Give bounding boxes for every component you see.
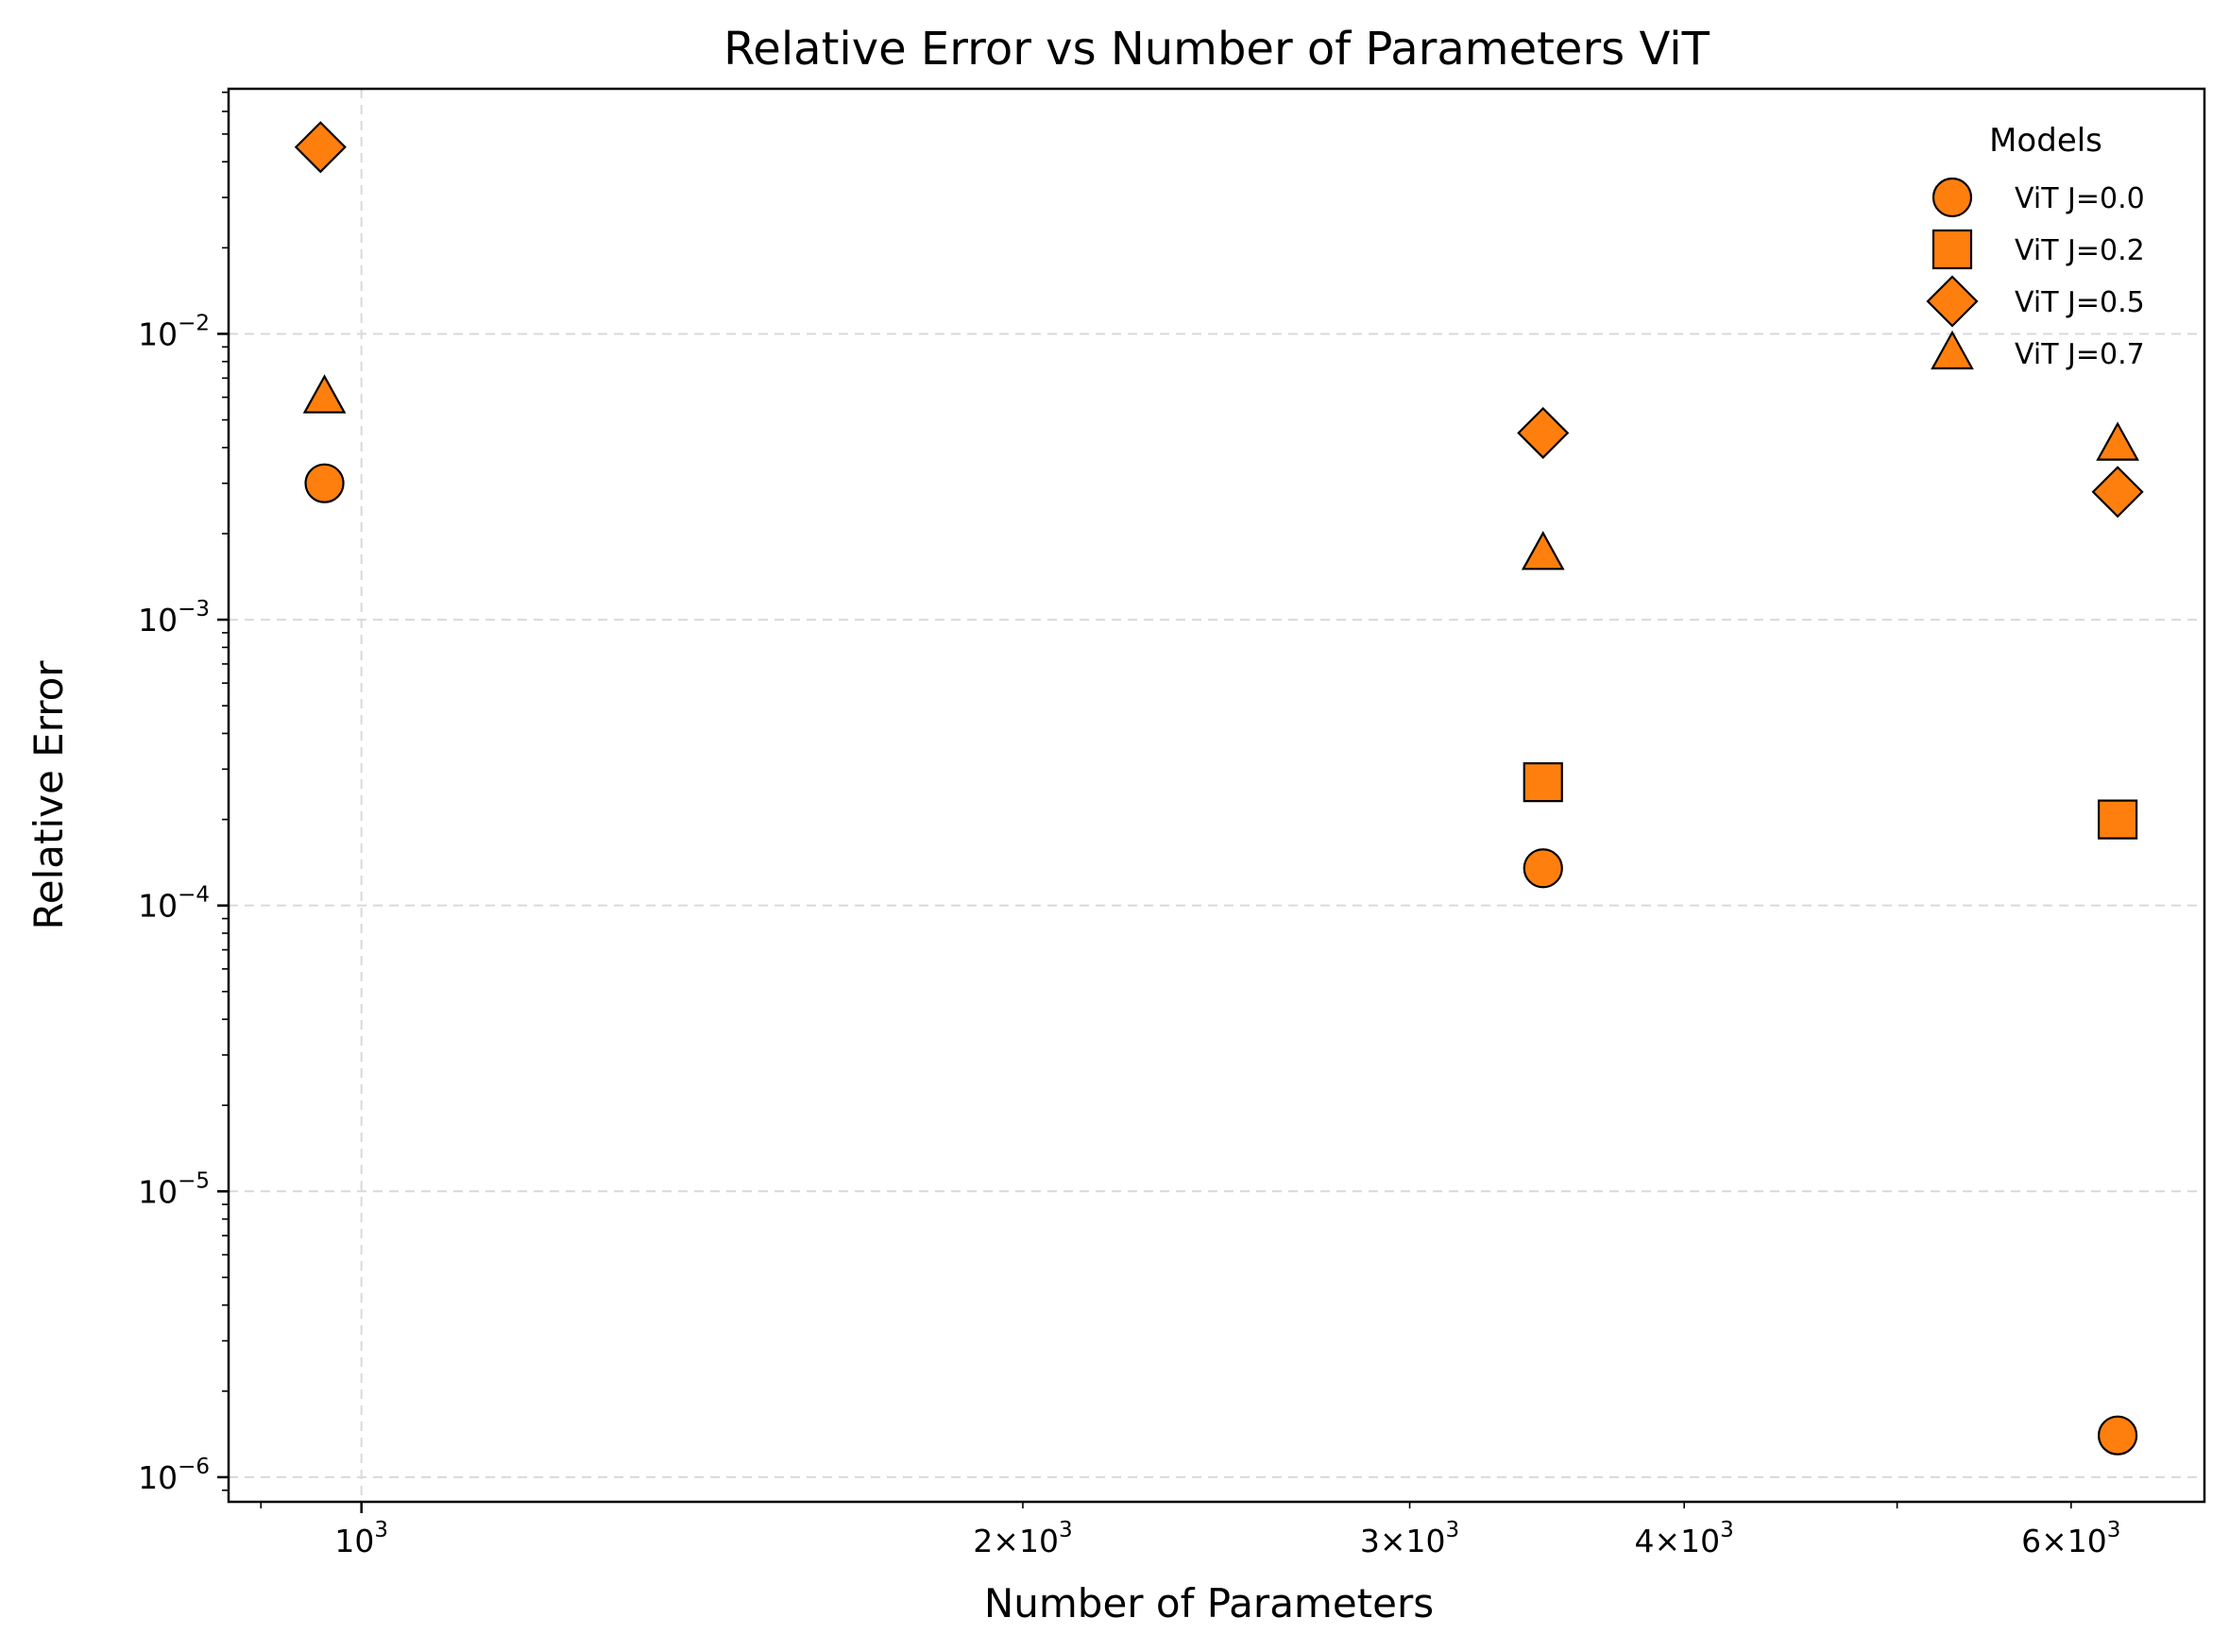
y-axis-title: Relative Error [26, 660, 72, 930]
data-point-circle [1523, 848, 1563, 889]
x-tick-label: 6×103 [2021, 1518, 2120, 1559]
plot-frame [227, 87, 2206, 1504]
x-axis-title: Number of Parameters [984, 1580, 1434, 1626]
grid-lines [229, 89, 2204, 1502]
legend-marker-diamond [1926, 275, 1979, 328]
data-point-square [2097, 799, 2138, 840]
data-point-diamond [294, 121, 347, 174]
data-point-triangle [2096, 421, 2139, 461]
y-axis-ticks: 10−6 10−5 10−4 10−3 10−2 [138, 91, 229, 1496]
x-axis-ticks: 103 2×103 3×103 4×103 6×103 [260, 1502, 2120, 1559]
data-point-triangle [302, 374, 347, 414]
y-tick-label: 10−2 [138, 311, 210, 352]
legend-title: Models [1989, 122, 2102, 160]
legend-label: ViT J=0.7 [2015, 338, 2145, 371]
x-tick-label: 103 [334, 1518, 388, 1559]
legend-marker-square [1931, 229, 1973, 270]
legend-label: ViT J=0.5 [2015, 286, 2145, 319]
x-tick-label: 2×103 [973, 1518, 1072, 1559]
data-point-square [1523, 762, 1563, 803]
y-tick-label: 10−4 [138, 883, 210, 925]
y-tick-label: 10−3 [138, 597, 210, 639]
x-tick-label: 3×103 [1360, 1518, 1459, 1559]
data-point-triangle [1521, 531, 1565, 571]
x-tick-label: 4×103 [1635, 1518, 1734, 1559]
data-point-diamond [1517, 406, 1570, 459]
data-point-circle [2097, 1415, 2138, 1456]
y-tick-label: 10−6 [138, 1455, 210, 1496]
y-tick-label: 10−5 [138, 1168, 210, 1210]
legend-label: ViT J=0.0 [2015, 182, 2145, 215]
data-point-circle [304, 463, 345, 503]
data-point-diamond [2091, 466, 2144, 519]
data-points [294, 121, 2144, 1456]
legend: Models ViT J=0.0 ViT J=0.2 ViT J=0.5 ViT J=… [1926, 122, 2145, 371]
legend-marker-triangle [1931, 330, 1974, 370]
legend-marker-circle [1931, 177, 1973, 218]
legend-label: ViT J=0.2 [2015, 234, 2145, 267]
chart-title: Relative Error vs Number of Parameters V… [723, 23, 1710, 76]
